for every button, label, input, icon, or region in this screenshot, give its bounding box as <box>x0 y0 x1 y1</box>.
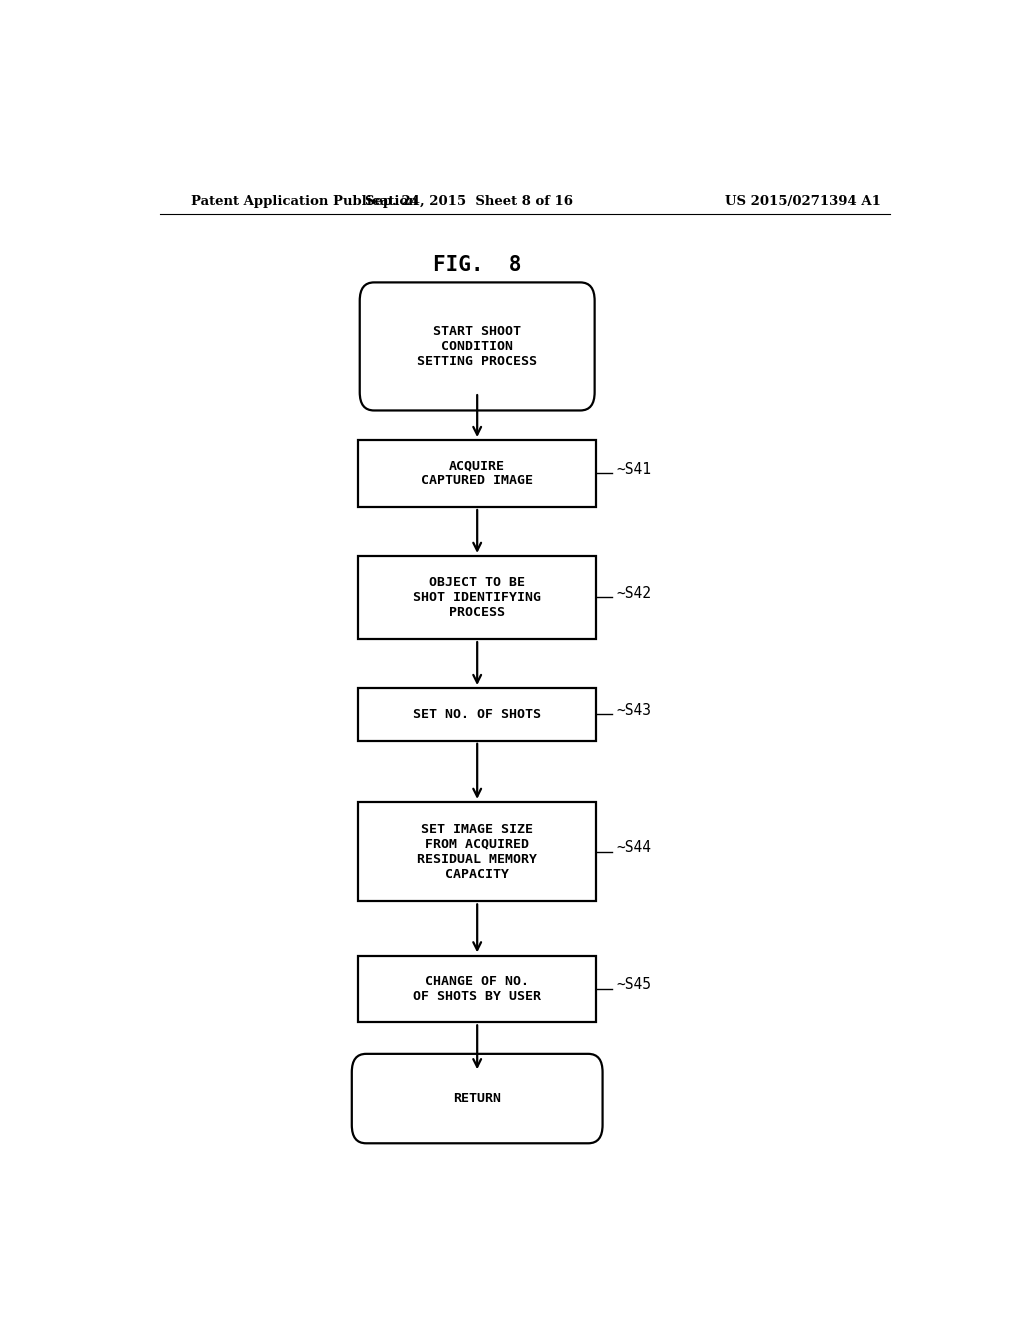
FancyBboxPatch shape <box>358 441 596 507</box>
FancyBboxPatch shape <box>359 282 595 411</box>
Text: ~S44: ~S44 <box>616 840 651 855</box>
Text: RETURN: RETURN <box>454 1092 501 1105</box>
Text: ~S41: ~S41 <box>616 462 651 477</box>
FancyBboxPatch shape <box>358 956 596 1022</box>
Text: ~S42: ~S42 <box>616 586 651 601</box>
Text: Sep. 24, 2015  Sheet 8 of 16: Sep. 24, 2015 Sheet 8 of 16 <box>366 194 573 207</box>
Text: OBJECT TO BE
SHOT IDENTIFYING
PROCESS: OBJECT TO BE SHOT IDENTIFYING PROCESS <box>414 576 541 619</box>
Text: ACQUIRE
CAPTURED IMAGE: ACQUIRE CAPTURED IMAGE <box>421 459 534 487</box>
FancyBboxPatch shape <box>358 688 596 741</box>
Text: SET NO. OF SHOTS: SET NO. OF SHOTS <box>414 708 541 721</box>
Text: ~S45: ~S45 <box>616 977 651 993</box>
Text: SET IMAGE SIZE
FROM ACQUIRED
RESIDUAL MEMORY
CAPACITY: SET IMAGE SIZE FROM ACQUIRED RESIDUAL ME… <box>417 822 538 880</box>
FancyBboxPatch shape <box>358 556 596 639</box>
Text: ~S43: ~S43 <box>616 702 651 718</box>
Text: Patent Application Publication: Patent Application Publication <box>191 194 418 207</box>
Text: START SHOOT
CONDITION
SETTING PROCESS: START SHOOT CONDITION SETTING PROCESS <box>417 325 538 368</box>
FancyBboxPatch shape <box>352 1053 602 1143</box>
Text: US 2015/0271394 A1: US 2015/0271394 A1 <box>725 194 881 207</box>
Text: FIG.  8: FIG. 8 <box>433 255 521 275</box>
FancyBboxPatch shape <box>358 801 596 902</box>
Text: CHANGE OF NO.
OF SHOTS BY USER: CHANGE OF NO. OF SHOTS BY USER <box>414 974 541 1003</box>
